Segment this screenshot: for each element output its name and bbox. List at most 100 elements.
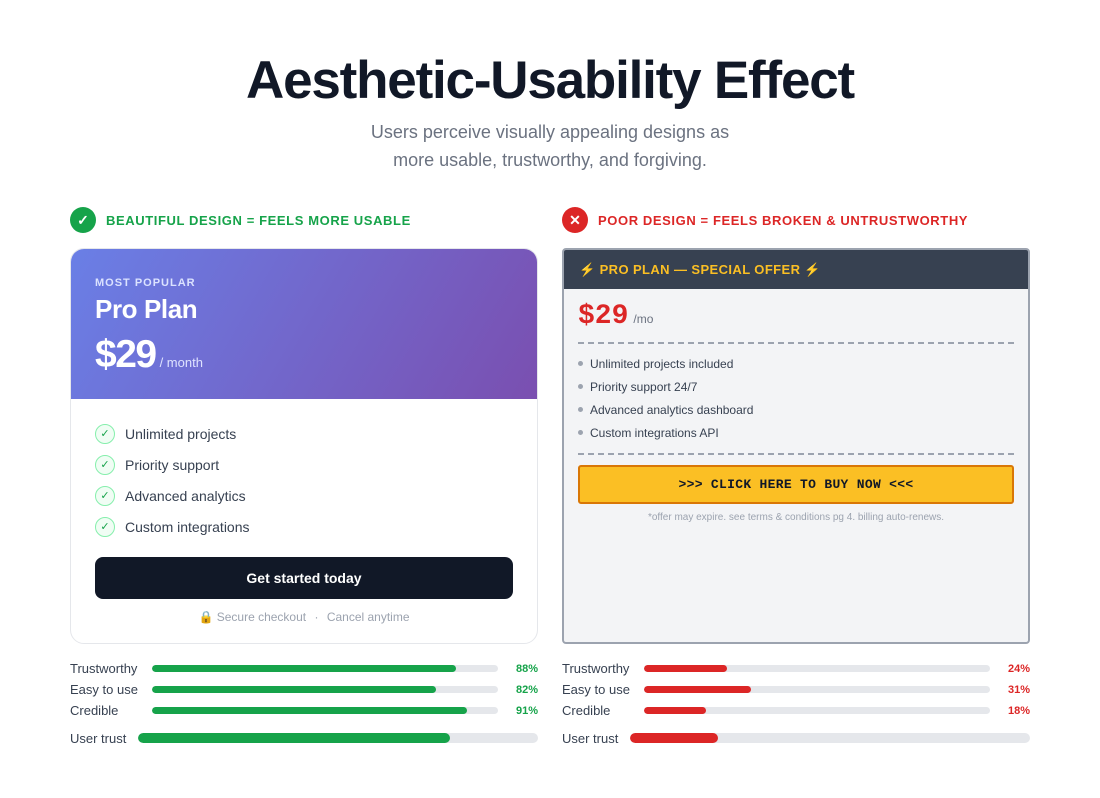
metric-track bbox=[152, 665, 498, 672]
metric-fill bbox=[152, 665, 457, 672]
metric-value: 82% bbox=[515, 683, 538, 696]
metric-label: Easy to use bbox=[562, 682, 630, 697]
user-trust-label: User trust bbox=[562, 730, 619, 746]
feature-label: Unlimited projects bbox=[125, 425, 237, 442]
good-card-body: ✓ Unlimited projects ✓ Priority support … bbox=[71, 399, 537, 624]
poor-card-body: $29 /mo Unlimited projects included Prio… bbox=[564, 289, 1028, 523]
metric-track bbox=[644, 707, 990, 714]
feature-item: ✓ Custom integrations bbox=[95, 511, 513, 542]
metric-label: Easy to use bbox=[70, 682, 138, 697]
user-trust-fill bbox=[630, 733, 719, 743]
feature-label: Advanced analytics bbox=[125, 487, 246, 504]
metric-fill bbox=[152, 686, 436, 693]
feature-label: Priority support 24/7 bbox=[590, 379, 698, 394]
feature-label: Advanced analytics dashboard bbox=[590, 402, 754, 417]
metric-fill bbox=[152, 707, 467, 714]
price-row: $29 /mo bbox=[578, 301, 1014, 332]
user-trust-track bbox=[630, 733, 1030, 743]
poor-design-label: POOR DESIGN = FEELS BROKEN & UNTRUSTWORT… bbox=[598, 212, 969, 228]
user-trust-track bbox=[138, 733, 538, 743]
feature-item: ✓ Priority support bbox=[95, 449, 513, 480]
subtitle-line-2: more usable, trustworthy, and forgiving. bbox=[393, 150, 707, 170]
user-trust-meter: User trust bbox=[70, 728, 538, 748]
metric-label: Credible bbox=[70, 703, 119, 718]
feature-item: Priority support 24/7 bbox=[578, 375, 1014, 398]
subtitle-line-1: Users perceive visually appealing design… bbox=[370, 122, 730, 142]
poor-design-heading: ✕ POOR DESIGN = FEELS BROKEN & UNTRUSTWO… bbox=[562, 206, 1030, 234]
feature-item: ✓ Advanced analytics bbox=[95, 480, 513, 511]
metric-row: Easy to use 82% bbox=[70, 679, 538, 700]
dashed-divider bbox=[578, 453, 1014, 455]
metric-track bbox=[152, 707, 498, 714]
metric-value: 91% bbox=[515, 704, 538, 717]
poor-design-column: ✕ POOR DESIGN = FEELS BROKEN & UNTRUSTWO… bbox=[562, 206, 1030, 746]
price-period: /mo bbox=[633, 312, 654, 326]
special-offer-banner: ⚡ PRO PLAN — SPECIAL OFFER ⚡ bbox=[564, 250, 1028, 289]
bullet-icon bbox=[578, 407, 583, 412]
metric-value: 24% bbox=[1007, 662, 1030, 675]
metric-row: Trustworthy 88% bbox=[70, 658, 538, 679]
feature-item: ✓ Unlimited projects bbox=[95, 418, 513, 449]
metric-fill bbox=[644, 686, 752, 693]
check-icon: ✓ bbox=[95, 485, 115, 506]
good-design-label: BEAUTIFUL DESIGN = FEELS MORE USABLE bbox=[106, 212, 411, 228]
bullet-icon bbox=[578, 430, 583, 435]
good-pricing-card: MOST POPULAR Pro Plan $29 / month ✓ Unli… bbox=[70, 248, 538, 644]
buy-now-button[interactable]: >>> CLICK HERE TO BUY NOW <<< bbox=[578, 465, 1014, 504]
good-card-header: MOST POPULAR Pro Plan $29 / month bbox=[71, 249, 537, 399]
plan-price: $29 bbox=[95, 333, 157, 376]
price-period: / month bbox=[159, 355, 203, 370]
user-trust-fill bbox=[138, 733, 451, 743]
secure-checkout-note: 🔒 Secure checkout · Cancel anytime bbox=[95, 610, 513, 624]
metric-value: 18% bbox=[1007, 704, 1030, 717]
price-row: $29 / month bbox=[95, 333, 513, 377]
dashed-divider bbox=[578, 342, 1014, 344]
get-started-button[interactable]: Get started today bbox=[95, 557, 513, 599]
good-design-column: ✓ BEAUTIFUL DESIGN = FEELS MORE USABLE M… bbox=[70, 206, 538, 746]
metric-label: Credible bbox=[562, 703, 611, 718]
page-title: Aesthetic-Usability Effect bbox=[246, 51, 855, 110]
bullet-icon bbox=[578, 384, 583, 389]
metric-fill bbox=[644, 707, 707, 714]
metric-track bbox=[152, 686, 498, 693]
most-popular-label: MOST POPULAR bbox=[95, 277, 196, 289]
user-trust-meter: User trust bbox=[562, 728, 1030, 748]
feature-item: Advanced analytics dashboard bbox=[578, 398, 1014, 421]
feature-label: Custom integrations bbox=[125, 518, 250, 535]
good-metrics: Trustworthy 88% Easy to use 82% Credible… bbox=[70, 658, 538, 721]
x-circle-icon: ✕ bbox=[562, 207, 588, 233]
secure-checkout-text: 🔒 Secure checkout bbox=[198, 610, 307, 624]
check-circle-icon: ✓ bbox=[70, 207, 96, 233]
metric-label: Trustworthy bbox=[70, 661, 138, 676]
user-trust-label: User trust bbox=[70, 730, 127, 746]
bullet-icon bbox=[578, 361, 583, 366]
good-design-heading: ✓ BEAUTIFUL DESIGN = FEELS MORE USABLE bbox=[70, 206, 538, 234]
metric-value: 88% bbox=[515, 662, 538, 675]
feature-label: Priority support bbox=[125, 456, 220, 473]
metric-row: Credible 91% bbox=[70, 700, 538, 721]
feature-label: Unlimited projects included bbox=[590, 356, 734, 371]
metric-label: Trustworthy bbox=[562, 661, 630, 676]
check-icon: ✓ bbox=[95, 516, 115, 537]
metric-value: 31% bbox=[1007, 683, 1030, 696]
check-icon: ✓ bbox=[95, 454, 115, 475]
page-subtitle: Users perceive visually appealing design… bbox=[0, 118, 1100, 174]
metric-row: Trustworthy 24% bbox=[562, 658, 1030, 679]
feature-item: Unlimited projects included bbox=[578, 352, 1014, 375]
metric-track bbox=[644, 665, 990, 672]
separator-dot: · bbox=[314, 610, 319, 624]
feature-list: Unlimited projects included Priority sup… bbox=[578, 344, 1014, 444]
plan-price: $29 bbox=[578, 301, 629, 332]
metric-row: Credible 18% bbox=[562, 700, 1030, 721]
metric-row: Easy to use 31% bbox=[562, 679, 1030, 700]
check-icon: ✓ bbox=[95, 423, 115, 444]
poor-metrics: Trustworthy 24% Easy to use 31% Credible… bbox=[562, 658, 1030, 721]
plan-name: Pro Plan bbox=[95, 294, 198, 324]
metric-fill bbox=[644, 665, 728, 672]
feature-label: Custom integrations API bbox=[590, 425, 719, 440]
poor-pricing-card: ⚡ PRO PLAN — SPECIAL OFFER ⚡ $29 /mo Unl… bbox=[562, 248, 1030, 644]
feature-item: Custom integrations API bbox=[578, 421, 1014, 444]
fine-print: *offer may expire. see terms & condition… bbox=[647, 512, 945, 523]
cancel-anytime-text: Cancel anytime bbox=[326, 610, 410, 624]
metric-track bbox=[644, 686, 990, 693]
